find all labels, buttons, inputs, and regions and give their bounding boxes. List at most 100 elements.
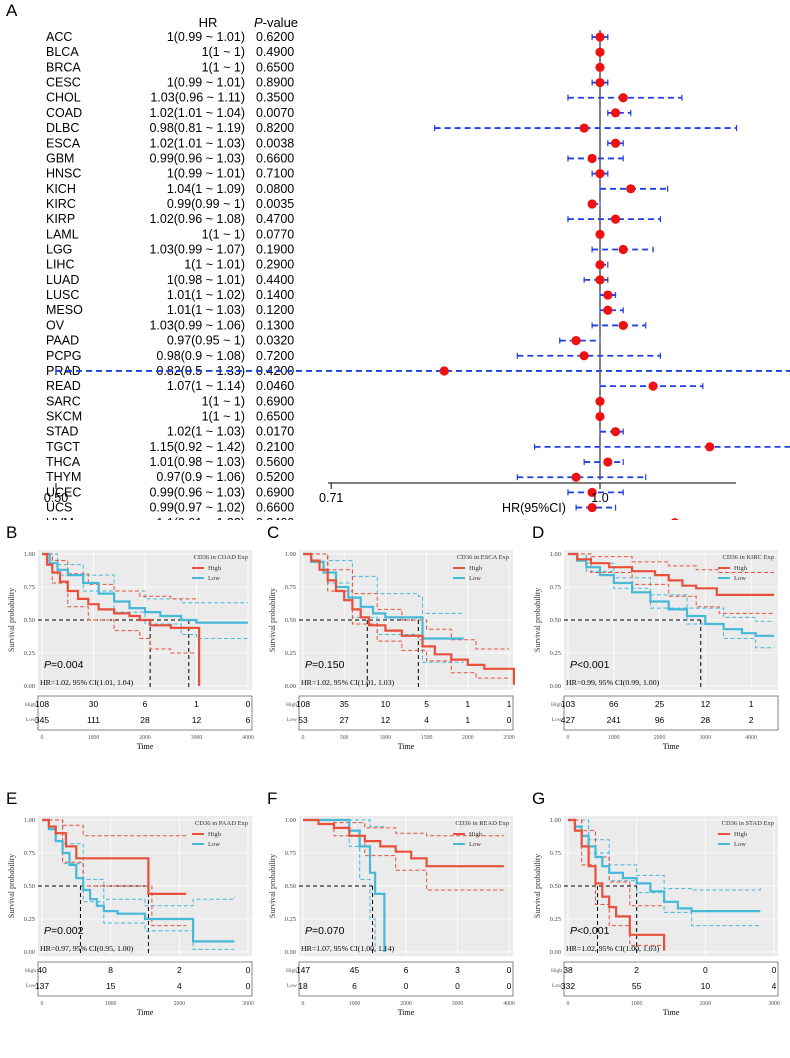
x-tick-label: 4000 (745, 735, 757, 741)
risk-count-high: 0 (507, 965, 512, 975)
p-value-text: 0.8900 (256, 76, 294, 90)
p-value-text: 0.0170 (256, 425, 294, 439)
y-tick-label: 0.75 (285, 584, 296, 591)
hr-point (595, 275, 605, 285)
x-tick-label: 4000 (503, 1001, 515, 1007)
legend-title: CD36 in COAD Exp (194, 554, 248, 561)
cancer-label: OV (46, 318, 65, 332)
hr-ci-text: 1(0.99 ~ 1.01) (167, 76, 245, 90)
hr-ci-text: 1.03(0.99 ~ 1.07) (149, 243, 245, 257)
p-value-text: 0.4900 (256, 45, 294, 59)
x-tick-label: 0 (302, 1001, 305, 1007)
risk-count-high: 1 (465, 699, 470, 709)
hr-ci-text: 1.1(0.91 ~ 1.32) (156, 516, 245, 520)
p-value-text: 0.6900 (256, 485, 294, 499)
y-axis-title: Survival probability (7, 588, 16, 652)
hr-ci-text: 1.03(0.96 ~ 1.11) (150, 91, 245, 105)
risk-count-high: 2 (634, 965, 639, 975)
x-tick-label: 1.0 (591, 491, 608, 505)
hr-point (595, 169, 605, 179)
risk-count-high: 40 (37, 965, 47, 975)
risk-label-high: High (286, 968, 297, 974)
x-tick-label: 0.50 (44, 491, 68, 505)
y-axis-title: Survival probability (268, 854, 277, 918)
p-value-text: 0.7100 (256, 167, 294, 181)
hr-point (603, 457, 613, 467)
p-value-text: 0.6600 (256, 151, 294, 165)
risk-count-low: 332 (561, 981, 575, 991)
cancer-label: UCEC (46, 485, 81, 499)
risk-count-low: 0 (455, 981, 460, 991)
legend-label-high: High (469, 565, 483, 572)
km-svg: C 0.00 0.25 0.50 0.75 1.00 Survival probabilit… (267, 524, 515, 751)
cancer-label: KICH (46, 182, 76, 196)
risk-count-low: 111 (87, 715, 100, 725)
legend-title: CD36 in READ Exp (455, 820, 509, 827)
y-tick-label: 0.00 (24, 949, 35, 956)
high-ci-lower (303, 819, 504, 891)
hr-ci-text: 1.01(1 ~ 1.03) (167, 303, 245, 317)
p-value-label: P=0.004 (44, 659, 84, 671)
x-tick-label: 3000 (242, 1001, 254, 1007)
legend-label-low: Low (208, 575, 220, 582)
y-tick-label: 1.00 (285, 817, 296, 824)
low-survival-curve (42, 552, 248, 624)
y-tick-label: 1.00 (550, 817, 561, 824)
cancer-label: SARC (46, 394, 81, 408)
risk-label-high: High (551, 702, 562, 708)
hr-ci-text: 1.04(1 ~ 1.09) (167, 182, 245, 196)
risk-count-high: 66 (609, 699, 619, 709)
p-value-text: 0.6500 (256, 60, 294, 74)
y-tick-label: 0.75 (550, 584, 561, 591)
legend-title: CD36 in STAD Exp (722, 820, 774, 827)
high-ci-upper (303, 553, 509, 650)
hr-ci-text: 0.99(0.96 ~ 1.03) (149, 485, 245, 499)
risk-count-low: 0 (246, 981, 251, 991)
cancer-label: LAML (46, 227, 79, 241)
hr-label: HR=1.02, 95% CI(1.00, 1.03) (566, 944, 660, 953)
risk-count-high: 108 (296, 699, 310, 709)
high-ci-upper (568, 553, 774, 573)
cancer-label: LGG (46, 243, 72, 257)
high-survival-curve (568, 552, 774, 596)
p-value-label: P=0.070 (305, 925, 345, 937)
cancer-label: SKCM (46, 410, 82, 424)
p-value-text: 0.0800 (256, 182, 294, 196)
forest-plot: A HR P-value ACC 1(0.99 ~ 1.01) 0.6200 BLCA 1(1… (6, 1, 790, 520)
risk-count-high: 0 (246, 699, 251, 709)
legend-label-low: Low (734, 841, 746, 848)
x-axis-title: Time (137, 1008, 154, 1017)
risk-count-high: 103 (561, 699, 575, 709)
legend-label-low: Low (208, 841, 220, 848)
x-tick-label: 0 (567, 735, 570, 741)
risk-count-low: 18 (298, 981, 308, 991)
km-svg: D 0.00 0.25 0.50 0.75 1.00 Survival probabilit… (532, 524, 779, 751)
y-tick-label: 0.75 (24, 584, 35, 591)
p-value-text: 0.1400 (256, 288, 294, 302)
p-value-text: 0.0038 (256, 136, 294, 150)
y-tick-label: 0.75 (550, 850, 561, 857)
hr-point (595, 77, 605, 88)
y-tick-label: 0.50 (285, 883, 296, 890)
hr-ci-text: 1(1 ~ 1) (202, 410, 245, 424)
x-axis-title: Time (663, 742, 680, 751)
risk-label-low: Low (26, 983, 36, 989)
hr-point (603, 305, 613, 315)
hr-point (587, 153, 597, 164)
risk-label-low: Low (552, 717, 562, 723)
p-value-text: 0.5200 (256, 470, 294, 484)
x-tick-label: 1000 (631, 1001, 643, 1007)
risk-label-high: High (286, 702, 297, 708)
legend-label-low: Low (469, 575, 481, 582)
risk-label-high: High (551, 968, 562, 974)
risk-count-low: 28 (701, 715, 711, 725)
cancer-label: PAAD (46, 334, 79, 348)
high-survival-curve (42, 818, 187, 895)
cancer-label: TGCT (46, 440, 80, 454)
hr-ci-text: 1(0.99 ~ 1.01) (167, 30, 245, 44)
x-tick-label: 0.71 (319, 491, 343, 505)
cancer-label: MESO (46, 303, 83, 317)
x-tick-label: 0 (302, 735, 305, 741)
x-tick-label: 1000 (105, 1001, 117, 1007)
hr-ci-text: 0.98(0.81 ~ 1.19) (149, 121, 245, 135)
